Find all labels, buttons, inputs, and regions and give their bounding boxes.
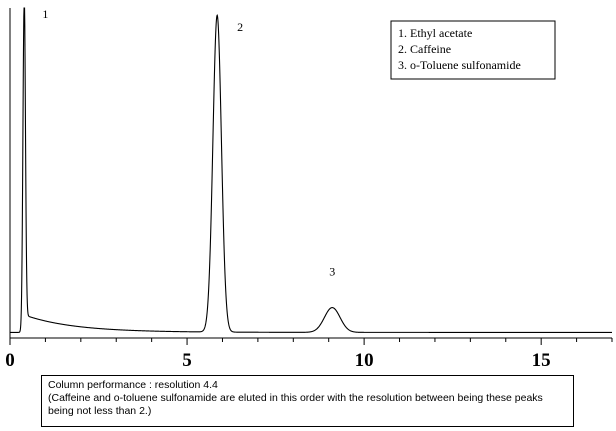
legend-entry: 3. o-Toluene sulfonamide: [398, 58, 521, 72]
chart-marks: [10, 7, 612, 333]
x-tick-label: 10: [355, 350, 374, 371]
x-tick-label: 15: [532, 350, 551, 371]
chart-legend: 1. Ethyl acetate 2. Caffeine 3. o-Toluene …: [390, 20, 556, 80]
peak-label-3: 3: [329, 264, 335, 278]
peak-label-2: 2: [237, 20, 243, 34]
column-performance-note: Column performance : resolution 4.4 (Caf…: [41, 375, 574, 427]
chart-axes: 0 5 10 15: [5, 8, 613, 371]
chart-labels: 1 2 3: [42, 7, 335, 278]
legend-box: [390, 20, 556, 80]
note-line-2: (Caffeine and o-toluene sulfonamide are …: [48, 392, 543, 417]
chromatogram-chart: 0 5 10 15 1 2 3 1. Ethyl acetate 2. Caffeine 3.…: [5, 7, 613, 371]
x-tick-label: 0: [5, 350, 15, 371]
x-tick-label: 5: [182, 350, 192, 371]
peak-label-1: 1: [42, 7, 48, 21]
chromatogram-trace: [10, 7, 612, 333]
legend-entry: 2. Caffeine: [398, 42, 451, 56]
note-line-1: Column performance : resolution 4.4: [48, 379, 218, 391]
legend-entry: 1. Ethyl acetate: [398, 26, 472, 40]
